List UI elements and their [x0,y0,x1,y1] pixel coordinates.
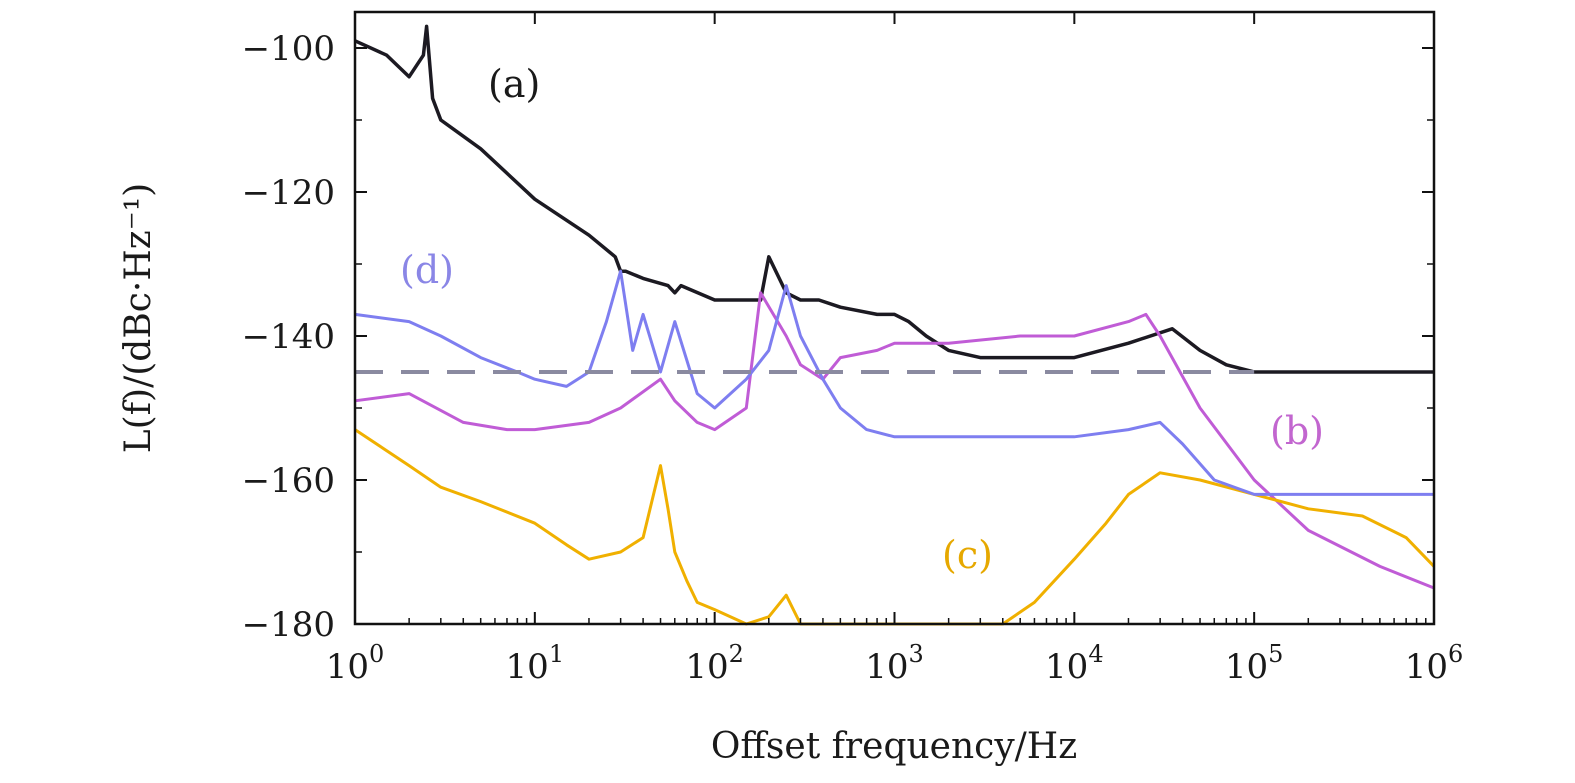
y-tick-label: −140 [242,317,335,357]
x-tick-label: 104 [1045,640,1104,687]
series-layer [354,24,1436,626]
series-line-c [354,428,1436,626]
y-axis-title: L(f)/(dBc·Hz⁻¹) [118,183,159,453]
y-tick-label: −180 [242,605,335,645]
x-tick-label: 102 [685,640,744,687]
series-label-c: (c) [942,533,993,577]
series-line-b [354,291,1435,590]
x-axis-title: Offset frequency/Hz [711,726,1077,767]
series-label-layer: (a) (b) (c) (d) [400,62,1324,577]
y-tick-label: −160 [242,461,335,501]
x-tick-label: 103 [865,640,924,687]
series-line-d [354,269,1434,496]
series-line-a [354,24,1434,374]
x-tick-label: 105 [1225,640,1284,687]
y-tick-label: −120 [242,173,335,213]
series-label-d: (d) [400,248,454,292]
x-tick-label: 100 [326,640,385,687]
y-tick-label: −100 [242,29,335,69]
series-label-b: (b) [1270,409,1324,453]
x-tick-label: 106 [1405,640,1464,687]
series-label-a: (a) [488,62,540,106]
tick-layer: 100 101 102 103 104 105 106 −100 −120 −140 −160 −18… [242,12,1464,687]
x-tick-label: 101 [506,640,565,687]
